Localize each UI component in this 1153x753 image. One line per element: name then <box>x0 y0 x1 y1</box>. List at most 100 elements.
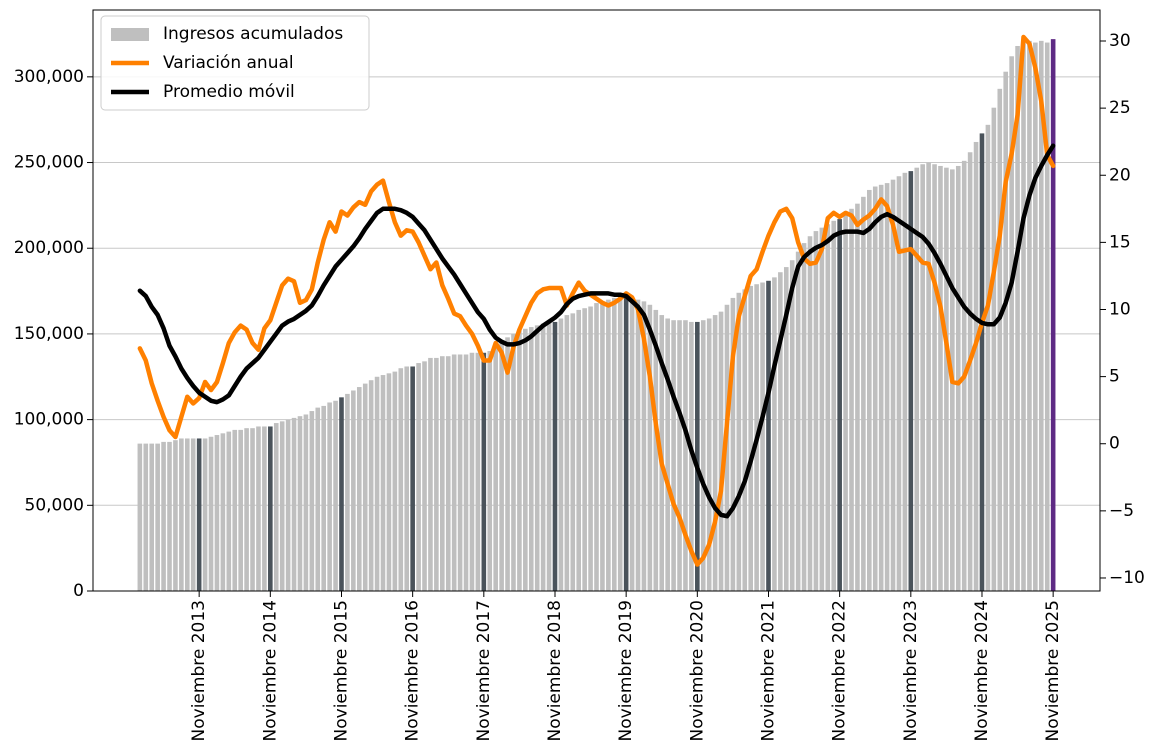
bar <box>914 167 920 591</box>
bar <box>629 297 635 591</box>
bar <box>831 220 837 592</box>
bar <box>861 196 866 591</box>
bar <box>517 330 522 591</box>
bar <box>843 213 848 591</box>
bar <box>979 133 985 591</box>
y-tick-label: 250,000 <box>14 153 84 173</box>
bar <box>730 297 736 591</box>
bar <box>303 414 309 591</box>
bar <box>772 277 777 591</box>
legend-swatch <box>111 28 149 41</box>
bar <box>819 227 825 591</box>
bar <box>173 440 178 591</box>
bar <box>475 352 481 591</box>
bar <box>576 309 582 591</box>
bar <box>837 219 842 592</box>
bar <box>926 162 931 591</box>
bar <box>849 208 854 591</box>
bar <box>351 390 356 591</box>
bar <box>647 304 653 591</box>
bar <box>795 251 801 592</box>
bar <box>623 296 629 591</box>
y2-tick-label: −5 <box>1109 501 1134 521</box>
x-tick-label: Noviembre 2025 <box>1043 600 1063 741</box>
bar <box>677 320 682 591</box>
bar <box>801 243 807 591</box>
bar <box>262 426 267 591</box>
legend-label: Variación anual <box>163 53 294 73</box>
bar <box>410 366 415 591</box>
bar <box>878 184 884 592</box>
bar <box>611 297 617 591</box>
bar <box>457 354 463 591</box>
bar <box>635 299 641 591</box>
bar <box>1003 71 1009 592</box>
bar <box>748 285 753 591</box>
bar <box>552 321 558 591</box>
bar <box>380 375 386 591</box>
bar <box>825 224 831 591</box>
bar <box>700 320 706 591</box>
bar <box>250 428 255 591</box>
bar <box>736 292 742 591</box>
y2-tick-label: 0 <box>1109 434 1120 454</box>
bar <box>232 429 238 591</box>
bar <box>309 411 315 591</box>
y-tick-label: 150,000 <box>14 324 84 344</box>
bar <box>511 333 516 591</box>
bar <box>896 176 902 591</box>
bar <box>434 357 439 591</box>
y2-tick-label: 20 <box>1109 165 1131 185</box>
x-tick-label: Noviembre 2023 <box>901 600 921 741</box>
bar <box>997 88 1003 591</box>
bar <box>356 387 362 591</box>
bar <box>1009 56 1014 591</box>
bar <box>534 325 540 591</box>
bar <box>1033 42 1038 592</box>
bar <box>404 366 410 591</box>
bar <box>161 441 166 591</box>
bar <box>938 165 943 591</box>
bar <box>600 301 605 591</box>
bar <box>766 280 771 591</box>
bar <box>226 431 232 591</box>
bar <box>440 356 445 591</box>
bar <box>570 313 576 591</box>
bar <box>606 299 611 591</box>
bar <box>1050 39 1056 592</box>
bar <box>202 438 208 591</box>
bar <box>392 371 398 591</box>
bar <box>884 183 890 592</box>
bar <box>558 318 564 591</box>
bar <box>546 321 552 591</box>
bar <box>137 443 143 591</box>
x-tick-label: Noviembre 2017 <box>474 600 494 741</box>
y-tick-label: 50,000 <box>25 495 84 515</box>
bar <box>617 296 623 591</box>
bar <box>362 383 368 591</box>
bar <box>327 402 332 591</box>
bar <box>1038 40 1044 592</box>
bar <box>179 438 184 591</box>
bar <box>1027 40 1032 592</box>
bar <box>807 236 813 591</box>
bar <box>268 426 273 591</box>
bar <box>386 373 392 591</box>
legend-box <box>100 15 370 111</box>
bar <box>190 438 196 591</box>
bar <box>416 363 421 591</box>
bar <box>920 164 925 591</box>
bar <box>214 435 220 591</box>
bar <box>973 141 979 592</box>
bar <box>564 315 570 591</box>
x-tick-label: Noviembre 2014 <box>260 600 280 741</box>
bar <box>279 421 285 591</box>
legend-label: Promedio móvil <box>163 82 295 102</box>
bar <box>712 315 718 591</box>
bar <box>445 356 451 591</box>
bar <box>902 172 908 591</box>
bar <box>540 323 546 591</box>
y2-tick-label: 15 <box>1109 232 1131 252</box>
bar <box>665 318 670 591</box>
